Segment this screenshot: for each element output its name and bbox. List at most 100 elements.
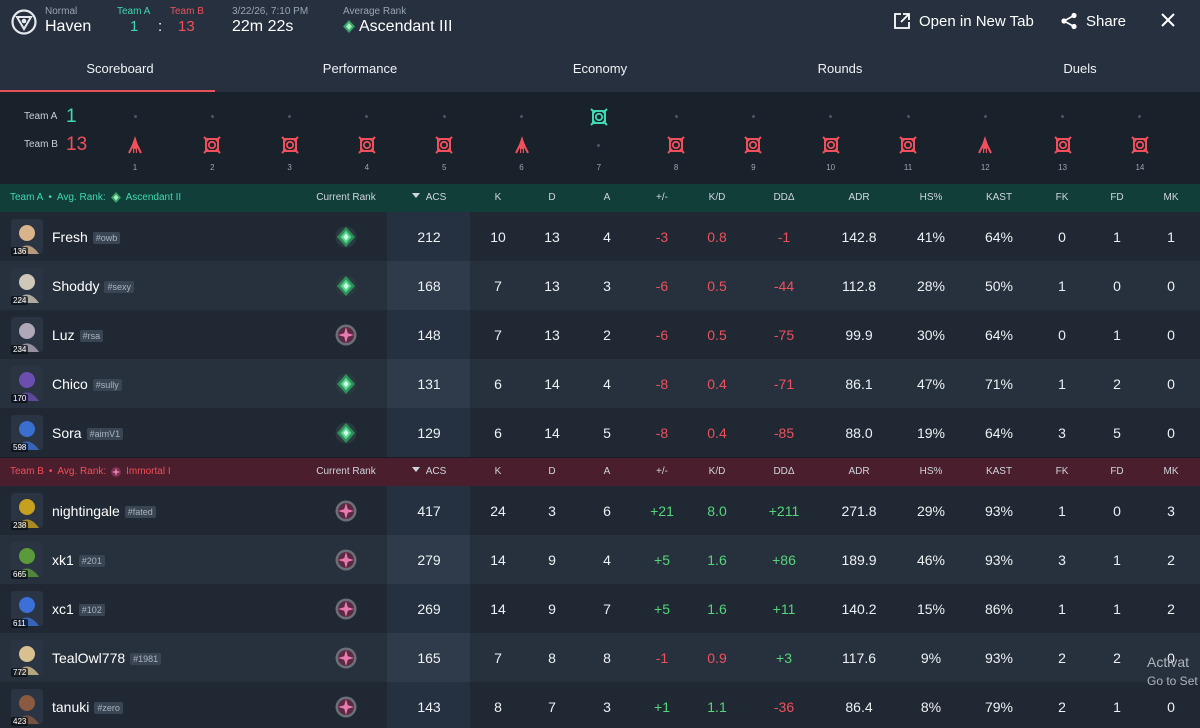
player-row[interactable]: 772 TealOwl778 #1981 165 7 8 8 -1 0.9 +3 117.6 9% 9…	[0, 633, 1200, 682]
stat-kast: 50%	[984, 278, 1014, 294]
share-button[interactable]: Share	[1060, 10, 1126, 32]
round-number: 12	[980, 163, 990, 172]
tab-duels[interactable]: Duels	[1063, 60, 1097, 76]
column-header[interactable]: FD	[1110, 192, 1124, 203]
stat-dd: +211	[768, 503, 800, 519]
player-row[interactable]: 170 Chico #sully 131 6 14 4 -8 0.4 -71 86.1 47% 71%…	[0, 359, 1200, 408]
player-row[interactable]: 423 tanuki #zero 143 8 7 3 +1 1.1 -36 86.4 8% 79% 2 1…	[0, 682, 1200, 728]
player-name[interactable]: nightingale #fated	[52, 503, 156, 519]
column-header[interactable]: DDΔ	[773, 192, 795, 203]
stat-dd: -1	[777, 229, 791, 245]
player-name-text: nightingale	[52, 503, 120, 519]
column-header[interactable]: MK	[1163, 466, 1179, 477]
player-name[interactable]: Chico #sully	[52, 376, 122, 392]
column-header[interactable]: HS%	[919, 192, 943, 203]
stat-kast: 71%	[984, 376, 1014, 392]
player-name[interactable]: Fresh #owb	[52, 229, 121, 245]
column-header[interactable]: FD	[1110, 466, 1124, 477]
tab-performance[interactable]: Performance	[322, 60, 398, 76]
column-header[interactable]: A	[603, 466, 611, 477]
stat-adr: 99.9	[845, 327, 873, 343]
player-row[interactable]: 238 nightingale #fated 417 24 3 6 +21 8.0 +211 27…	[0, 486, 1200, 535]
stat-a: 4	[603, 376, 611, 392]
round-empty-dot	[288, 115, 292, 118]
round-number: 3	[287, 163, 292, 172]
match-header: Normal Haven Team A 1 : Team B 13 3/22/2…	[0, 0, 1200, 44]
round-timeline: Team A 1 Team B 13 1 2 3 4 5 6	[0, 92, 1200, 184]
stat-fk: 2	[1058, 699, 1066, 715]
stat-dd: +11	[772, 601, 796, 617]
close-icon[interactable]	[1161, 13, 1175, 27]
tab-scoreboard[interactable]: Scoreboard	[0, 44, 240, 92]
column-header[interactable]: FK	[1055, 466, 1069, 477]
stat-a: 5	[603, 425, 611, 441]
stat-adr: 140.2	[841, 601, 877, 617]
column-header[interactable]: D	[548, 192, 556, 203]
round-empty-dot	[133, 115, 137, 118]
column-header[interactable]: ADR	[848, 192, 870, 203]
column-header[interactable]: K/D	[708, 192, 726, 203]
tab-rounds[interactable]: Rounds	[817, 60, 863, 76]
player-name[interactable]: xc1 #102	[52, 601, 105, 617]
round-empty-dot	[906, 115, 910, 118]
stat-hs: 19%	[916, 425, 946, 441]
column-header[interactable]: HS%	[919, 466, 943, 477]
column-header[interactable]: A	[603, 192, 611, 203]
player-name[interactable]: Luz #rsa	[52, 327, 104, 343]
stat-fd: 0	[1113, 278, 1121, 294]
open-new-tab-button[interactable]: Open in New Tab	[893, 10, 1034, 32]
stat-d: 13	[544, 278, 560, 294]
app-logo-icon[interactable]	[11, 9, 37, 35]
map-name: Haven	[45, 18, 92, 35]
separator-dot: •	[48, 192, 52, 203]
elimination-icon	[280, 136, 299, 154]
player-row[interactable]: 611 xc1 #102 269 14 9 7 +5 1.6 +11 140.2 15% 86% 1 1 2	[0, 584, 1200, 633]
player-row[interactable]: 136 Fresh #owb 212 10 13 4 -3 0.8 -1 142.8 41% 64% 0…	[0, 212, 1200, 261]
column-header-label: ACS	[425, 466, 447, 477]
player-name[interactable]: Sora #aimV1	[52, 425, 124, 441]
column-header[interactable]: +/-	[656, 192, 668, 203]
column-header[interactable]: K/D	[708, 466, 726, 477]
stat-d: 13	[544, 327, 560, 343]
player-name[interactable]: tanuki #zero	[52, 699, 123, 715]
round-empty-dot	[983, 115, 987, 118]
elimination-icon	[821, 136, 840, 154]
stat-fk: 3	[1058, 552, 1066, 568]
column-header[interactable]: +/-	[656, 466, 668, 477]
account-level: 170	[11, 394, 29, 403]
stat-hs: 30%	[916, 327, 946, 343]
column-header[interactable]: MK	[1163, 192, 1179, 203]
column-header[interactable]: D	[548, 466, 556, 477]
stat-adr: 117.6	[842, 650, 876, 666]
player-name[interactable]: Shoddy #sexy	[52, 278, 134, 294]
tab-economy[interactable]: Economy	[572, 60, 628, 76]
stat-fd: 1	[1113, 229, 1121, 245]
column-header[interactable]: ADR	[848, 466, 870, 477]
player-row[interactable]: 598 Sora #aimV1 129 6 14 5 -8 0.4 -85 88.0 19% 64% 3…	[0, 408, 1200, 457]
stat-k: 6	[494, 376, 502, 392]
stat-d: 14	[544, 376, 560, 392]
player-row[interactable]: 224 Shoddy #sexy 168 7 13 3 -6 0.5 -44 112.8 28% 50…	[0, 261, 1200, 310]
player-row[interactable]: 234 Luz #rsa 148 7 13 2 -6 0.5 -75 99.9 30% 64% 0 1 0	[0, 310, 1200, 359]
stat-a: 3	[603, 699, 611, 715]
player-name-text: tanuki	[52, 699, 90, 715]
column-header[interactable]: FK	[1055, 192, 1069, 203]
column-header[interactable]: KAST	[985, 192, 1013, 203]
column-header[interactable]: K	[494, 466, 502, 477]
share-icon	[1061, 12, 1077, 30]
stat-hs: 47%	[916, 376, 946, 392]
column-header[interactable]: K	[494, 192, 502, 203]
player-name[interactable]: TealOwl778 #1981	[52, 650, 162, 666]
column-header[interactable]: DDΔ	[773, 466, 795, 477]
player-row[interactable]: 665 xk1 #201 279 14 9 4 +5 1.6 +86 189.9 46% 93% 3 1 2	[0, 535, 1200, 584]
stat-acs: 269	[417, 601, 441, 617]
stat-fk: 0	[1058, 327, 1066, 343]
stat-hs: 46%	[916, 552, 946, 568]
stat-mk: 2	[1167, 601, 1175, 617]
column-header[interactable]: ACS	[399, 192, 459, 203]
column-header[interactable]: KAST	[985, 466, 1013, 477]
spike-detonate-icon	[128, 136, 142, 154]
stat-kd: 0.9	[707, 650, 727, 666]
player-name[interactable]: xk1 #201	[52, 552, 105, 568]
column-header[interactable]: ACS	[399, 466, 459, 477]
